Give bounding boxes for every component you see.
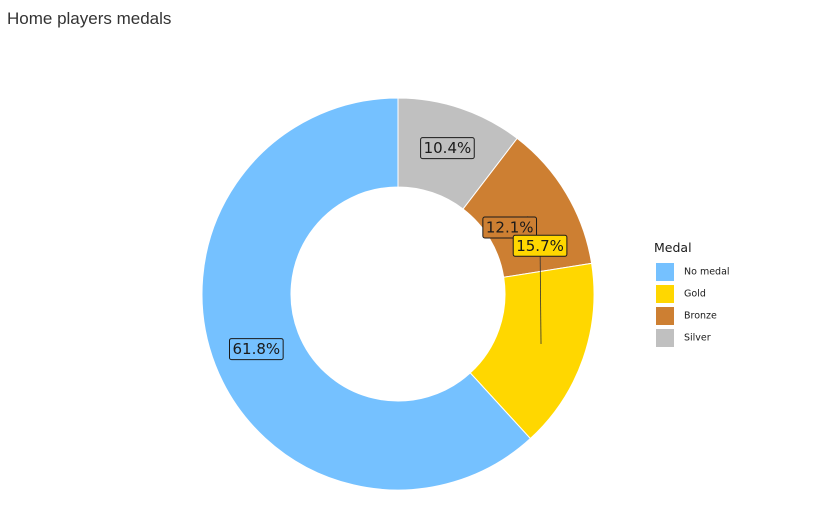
legend-item-silver: Silver (656, 329, 711, 347)
legend-label-silver: Silver (684, 333, 711, 344)
chart-legend: Medal No medal Gold Bronze Silver (654, 240, 730, 347)
legend-item-bronze: Bronze (656, 307, 717, 325)
legend-title: Medal (654, 240, 692, 255)
slice-label-box (512, 234, 568, 257)
slice-label-bronze: 12.1% (482, 216, 538, 239)
leader-line-gold (539, 245, 542, 344)
slice-label-text: 61.8% (232, 340, 280, 358)
chart-slices (201, 97, 595, 491)
legend-swatch-silver (656, 329, 674, 347)
page-title: Home players medals (7, 9, 172, 28)
legend-item-no-medal: No medal (656, 263, 730, 281)
slice-label-text: 12.1% (486, 218, 534, 236)
slice-label-box (420, 137, 475, 160)
slice-label-text: 10.4% (424, 139, 472, 157)
legend-swatch-gold (656, 285, 674, 303)
legend-swatch-bronze (656, 307, 674, 325)
legend-item-gold: Gold (656, 285, 706, 303)
legend-label-no-medal: No medal (684, 267, 730, 278)
legend-swatch-no-medal (656, 263, 674, 281)
slice-label-gold: 15.7% (512, 234, 568, 257)
chart-slice-labels: 10.4% 12.1%15.7% 61.8% (228, 137, 568, 361)
legend-label-bronze: Bronze (684, 311, 717, 322)
slice-label-box (482, 216, 538, 239)
legend-label-gold: Gold (684, 289, 706, 300)
slice-label-box (228, 338, 284, 361)
slice-no-medal (201, 97, 532, 491)
slice-label-no-medal: 61.8% (228, 338, 284, 361)
slice-label-text: 15.7% (516, 237, 564, 255)
slice-label-silver: 10.4% (420, 137, 475, 160)
